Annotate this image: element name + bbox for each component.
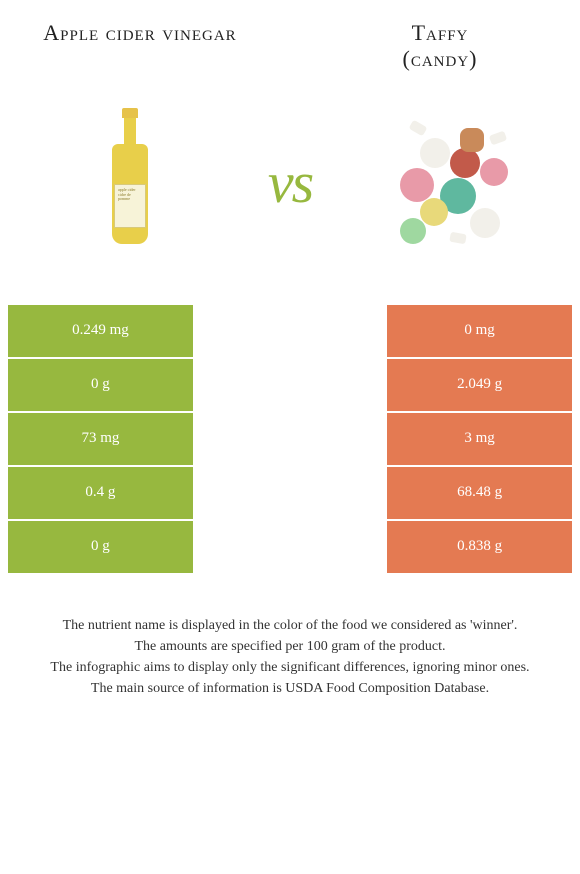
nutrient-name: Manganese (195, 305, 385, 357)
table-row: 0.249 mgManganese0 mg (8, 305, 572, 357)
table-row: 0.4 gSugar68.48 g (8, 467, 572, 519)
footer-notes: The nutrient name is displayed in the co… (0, 575, 580, 709)
footer-line-4: The main source of information is USDA F… (20, 678, 560, 699)
table-row: 73 mgPotassium3 mg (8, 413, 572, 465)
table-row: 0 gMonounsaturated fat0.838 g (8, 521, 572, 573)
left-value: 0.249 mg (8, 305, 193, 357)
right-title-line2: (candy) (403, 46, 478, 71)
left-value: 0 g (8, 359, 193, 411)
footer-line-3: The infographic aims to display only the… (20, 657, 560, 678)
nutrient-name: Potassium (195, 413, 385, 465)
right-value: 0 mg (387, 305, 572, 357)
footer-line-1: The nutrient name is displayed in the co… (20, 615, 560, 636)
left-value: 0.4 g (8, 467, 193, 519)
table-row: 0 gSaturated fat2.049 g (8, 359, 572, 411)
taffy-pile-icon (380, 108, 520, 258)
footer-line-2: The amounts are specified per 100 gram o… (20, 636, 560, 657)
left-title: Apple cider vinegar (40, 20, 240, 73)
nutrient-name: Saturated fat (195, 359, 385, 411)
vinegar-bottle-icon: apple cider cidre de pomme (108, 108, 152, 258)
right-title: Taffy (candy) (340, 20, 540, 73)
left-food-image: apple cider cidre de pomme (60, 93, 200, 273)
right-value: 0.838 g (387, 521, 572, 573)
right-value: 2.049 g (387, 359, 572, 411)
right-value: 3 mg (387, 413, 572, 465)
left-value: 73 mg (8, 413, 193, 465)
nutrient-name: Sugar (195, 467, 385, 519)
left-value: 0 g (8, 521, 193, 573)
images-row: apple cider cidre de pomme vs (0, 83, 580, 303)
nutrient-name: Monounsaturated fat (195, 521, 385, 573)
bottle-label: apple cider cidre de pomme (114, 184, 146, 228)
vs-text: vs (268, 149, 312, 216)
header: Apple cider vinegar Taffy (candy) (0, 0, 580, 83)
right-value: 68.48 g (387, 467, 572, 519)
right-food-image (380, 93, 520, 273)
nutrient-table: 0.249 mgManganese0 mg0 gSaturated fat2.0… (0, 303, 580, 575)
right-title-line1: Taffy (412, 20, 469, 45)
